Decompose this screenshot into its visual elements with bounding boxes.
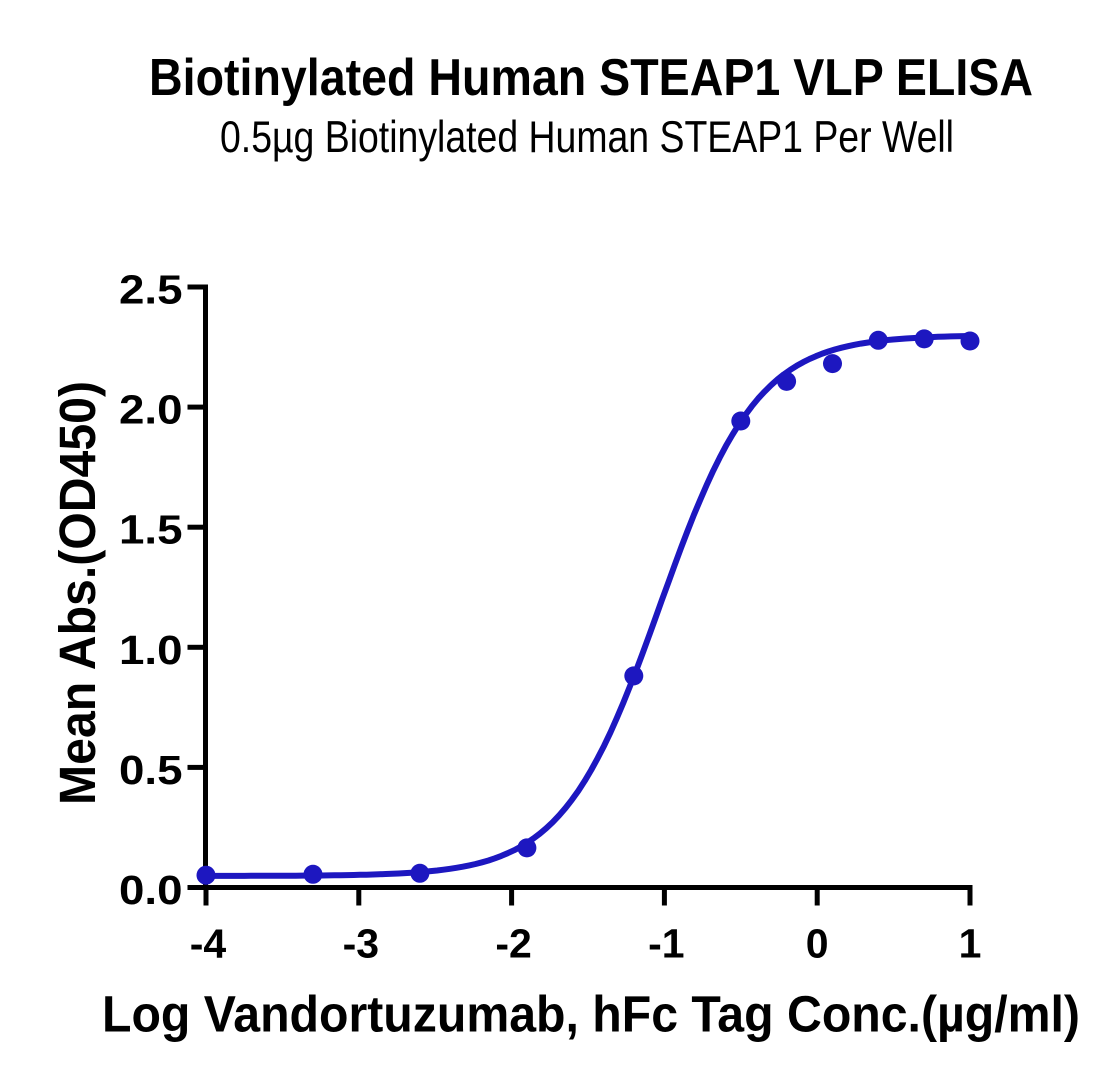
svg-text:0.0: 0.0 bbox=[119, 867, 183, 913]
svg-text:0: 0 bbox=[806, 921, 829, 967]
svg-text:0.5µg Biotinylated Human STEAP: 0.5µg Biotinylated Human STEAP1 Per Well bbox=[220, 111, 954, 162]
svg-text:2.5: 2.5 bbox=[119, 267, 183, 313]
svg-text:Biotinylated Human STEAP1 VLP: Biotinylated Human STEAP1 VLP ELISA bbox=[149, 48, 1033, 106]
svg-text:1.5: 1.5 bbox=[119, 507, 183, 553]
svg-text:1.0: 1.0 bbox=[119, 627, 183, 673]
svg-text:-2: -2 bbox=[495, 921, 531, 967]
svg-text:Log Vandortuzumab, hFc Tag Con: Log Vandortuzumab, hFc Tag Conc.(µg/ml) bbox=[102, 986, 1080, 1043]
svg-text:2.0: 2.0 bbox=[119, 387, 183, 433]
svg-text:-1: -1 bbox=[648, 921, 684, 967]
svg-text:-4: -4 bbox=[190, 921, 227, 967]
svg-text:1: 1 bbox=[959, 921, 982, 967]
svg-text:0.5: 0.5 bbox=[119, 747, 183, 793]
svg-text:-3: -3 bbox=[343, 921, 379, 967]
svg-text:Mean Abs.(OD450): Mean Abs.(OD450) bbox=[49, 381, 106, 805]
